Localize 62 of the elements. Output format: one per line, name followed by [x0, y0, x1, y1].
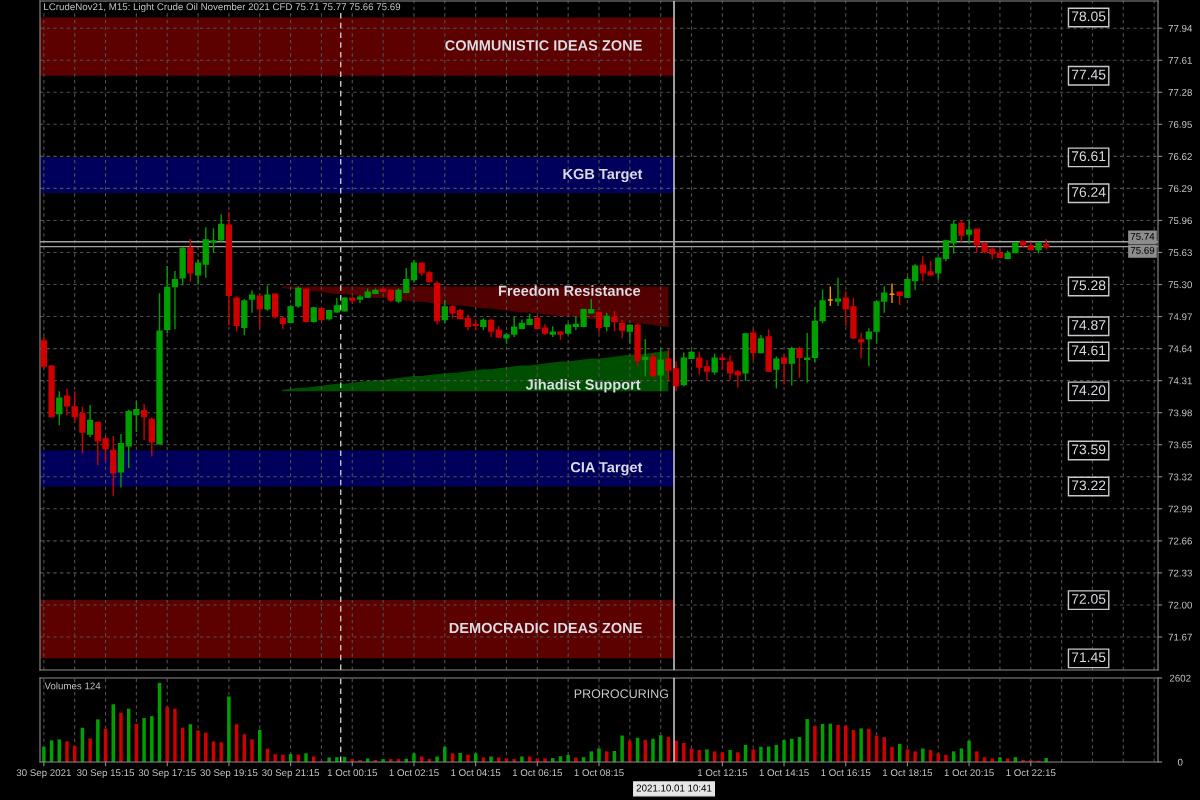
x-tick-label: 1 Oct 12:15: [697, 769, 748, 777]
x-tick-label: 1 Oct 14:15: [759, 769, 809, 777]
series-label: Jihadist Support: [525, 378, 641, 393]
y-tick-label: 77.28: [1168, 89, 1192, 96]
y-tick-label: 2602: [1169, 674, 1191, 682]
annotation: 73.59: [1071, 444, 1106, 455]
annotation: 74.87: [1071, 320, 1106, 330]
y-tick-label: 75.96: [1168, 217, 1192, 225]
y-tick-label: 76.62: [1168, 153, 1192, 160]
x-tick-label: 1 Oct 00:15: [327, 769, 377, 777]
y-tick-label: 73.65: [1168, 441, 1192, 449]
annotation: PROROCURING: [574, 689, 668, 699]
band-label: COMMUNISTIC IDEAS ZONE: [445, 40, 642, 51]
x-tick-label: 30 Sep 15:15: [76, 769, 135, 779]
x-tick-label: 1 Oct 16:15: [821, 769, 871, 777]
annotation: 74.61: [1071, 345, 1106, 356]
x-tick-label: 1 Oct 06:15: [512, 769, 563, 777]
y-tick-label: 75.30: [1168, 281, 1193, 289]
annotation: 77.45: [1071, 69, 1106, 80]
x-tick-label: 30 Sep 2021: [16, 769, 71, 779]
y-tick-label: 76.29: [1168, 185, 1192, 193]
annotation: Volumes 124: [44, 682, 101, 690]
band-label: CIA Target: [570, 462, 643, 476]
y-tick-label: 76.95: [1168, 121, 1192, 128]
x-tick-label: 1 Oct 08:15: [574, 769, 624, 777]
y-tick-label: 72.99: [1168, 505, 1192, 513]
y-tick-label: 74.97: [1168, 313, 1192, 321]
band-label: DEMOCRADIC IDEAS ZONE: [449, 622, 642, 634]
series-label: Freedom Resistance: [498, 285, 641, 296]
y-tick-label: 77.61: [1168, 56, 1192, 64]
band-label: KGB Target: [563, 168, 643, 183]
y-tick-label: 73.98: [1168, 409, 1192, 417]
annotation: 76.61: [1071, 151, 1106, 162]
text: 2021.10.01 10:41: [636, 784, 712, 792]
y-tick-label: 74.64: [1168, 345, 1193, 353]
x-tick-label: 30 Sep 17:15: [138, 769, 196, 779]
x-tick-label: 1 Oct 22:15: [1006, 769, 1056, 777]
y-tick-label: 77.94: [1168, 24, 1193, 32]
annotation: 76.24: [1071, 187, 1106, 197]
y-tick-label: 72.66: [1168, 537, 1192, 545]
chart-title: LCrudeNov21, M15: Light Crude Oil November 2021 CFD 75.71 75.77 75.66 75.69: [44, 3, 401, 13]
annotation: 72.05: [1071, 593, 1106, 604]
annotation: 71.45: [1071, 652, 1106, 663]
y-tick-label: 73.32: [1168, 473, 1192, 481]
annotation: 73.22: [1071, 480, 1106, 491]
x-tick-label: 1 Oct 02:15: [389, 769, 439, 777]
ref-line-label: 75.74: [1130, 233, 1155, 240]
y-tick-label: 72.33: [1168, 569, 1192, 577]
x-tick-label: 30 Sep 19:15: [200, 769, 258, 779]
annotation: 78.05: [1071, 11, 1106, 22]
y-tick-label: 0: [1177, 758, 1183, 766]
y-tick-label: 74.31: [1168, 377, 1192, 385]
annotation: 74.20: [1071, 385, 1106, 396]
y-tick-label: 72.00: [1168, 601, 1193, 609]
y-tick-label: 75.63: [1168, 249, 1192, 257]
y-tick-label: 71.67: [1168, 633, 1192, 641]
x-tick-label: 30 Sep 21:15: [262, 769, 320, 779]
x-tick-label: 1 Oct 20:15: [944, 769, 994, 777]
x-tick-label: 1 Oct 18:15: [883, 769, 933, 777]
annotation: 75.28: [1071, 280, 1106, 291]
ref-line-label: 75.69: [1130, 246, 1155, 254]
x-tick-label: 1 Oct 04:15: [451, 769, 501, 777]
